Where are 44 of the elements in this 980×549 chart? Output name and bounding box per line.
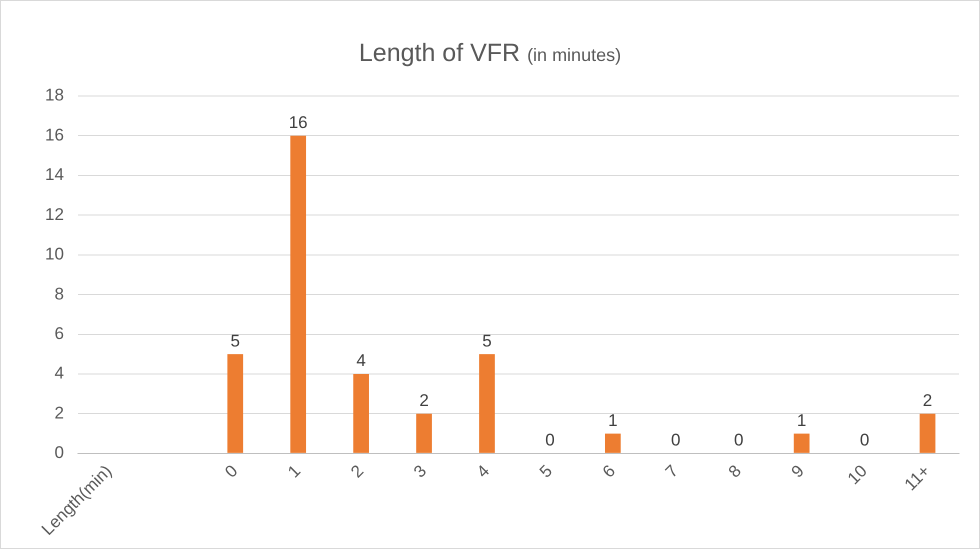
x-tick-label: 0 (221, 461, 242, 482)
data-label: 1 (608, 410, 618, 430)
bar (290, 136, 306, 453)
x-tick-label: 9 (788, 461, 808, 482)
bar (416, 414, 432, 453)
y-tick-label: 16 (44, 125, 64, 144)
x-tick-label: 11+ (900, 461, 934, 494)
y-tick-label: 0 (54, 443, 64, 462)
y-tick-label: 12 (44, 204, 64, 224)
data-label: 2 (922, 390, 932, 410)
y-tick-label: 14 (44, 165, 64, 184)
x-tick-label: 3 (410, 461, 430, 482)
x-tick-label: 6 (598, 461, 619, 482)
y-tick-label: 18 (44, 86, 64, 105)
data-label: 0 (734, 430, 744, 450)
bar (920, 414, 936, 453)
data-label: 0 (860, 430, 870, 450)
bar (794, 434, 810, 453)
x-tick-label: 1 (284, 461, 304, 482)
y-tick-label: 8 (54, 284, 64, 304)
x-tick-label: 2 (347, 461, 368, 482)
chart-subtitle: (in minutes) (527, 45, 622, 65)
y-tick-label: 4 (54, 364, 64, 383)
data-label: 16 (288, 112, 308, 132)
x-tick-label: 5 (536, 461, 556, 482)
y-tick-label: 10 (44, 244, 64, 264)
bar (227, 354, 244, 453)
x-tick-label: 7 (662, 461, 682, 482)
bar (353, 374, 369, 453)
data-label: 0 (671, 430, 681, 450)
data-label: 5 (482, 331, 492, 350)
x-tick-label: 4 (473, 461, 494, 482)
data-label: 4 (356, 351, 366, 370)
chart-title: Length of VFR (358, 39, 520, 67)
bar (604, 434, 621, 453)
data-label: 1 (796, 410, 806, 430)
x-tick-label: 8 (724, 461, 745, 482)
x-tick-label: 10 (844, 461, 871, 488)
y-tick-label: 2 (54, 403, 64, 422)
data-label: 5 (230, 331, 240, 350)
data-label: 2 (419, 390, 429, 410)
y-tick-label: 6 (54, 324, 64, 343)
bar (479, 354, 495, 453)
data-label: 0 (545, 430, 555, 450)
